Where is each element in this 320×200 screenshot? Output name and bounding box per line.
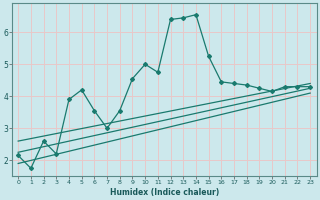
X-axis label: Humidex (Indice chaleur): Humidex (Indice chaleur) <box>109 188 219 197</box>
